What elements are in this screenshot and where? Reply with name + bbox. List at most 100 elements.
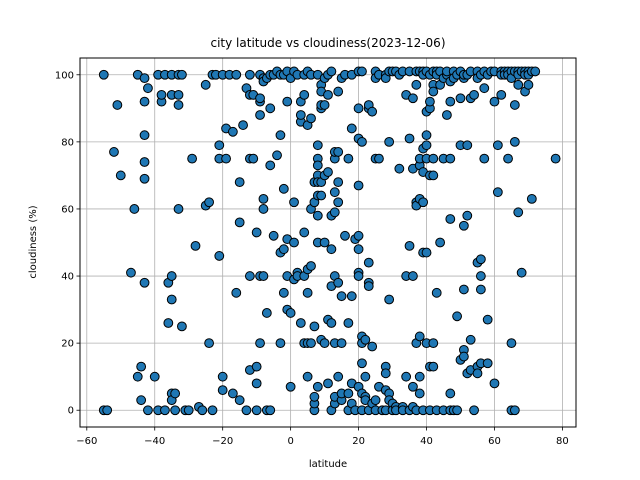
data-point: [428, 361, 439, 372]
data-point: [204, 338, 214, 349]
data-point: [333, 86, 344, 97]
data-point: [139, 157, 150, 167]
data-point: [431, 287, 442, 298]
data-point: [109, 147, 119, 157]
data-point: [234, 217, 245, 228]
x-tick-label: −40: [144, 436, 165, 447]
data-point: [312, 160, 323, 171]
data-point: [509, 100, 520, 110]
data-point: [234, 177, 245, 188]
data-point: [435, 237, 446, 248]
data-point: [363, 281, 374, 292]
data-point: [197, 405, 208, 416]
data-point: [401, 371, 412, 382]
x-tick-label: −20: [212, 436, 233, 447]
data-points: [98, 66, 561, 416]
data-point: [445, 214, 456, 224]
data-point: [445, 388, 456, 399]
data-point: [319, 338, 330, 349]
data-point: [357, 358, 367, 369]
data-point: [353, 230, 364, 241]
data-point: [149, 371, 160, 382]
data-point: [323, 90, 333, 100]
data-point: [312, 140, 323, 151]
data-point: [234, 395, 245, 406]
axis-ticks: −60 −40 −20 0 20 40 60 80 0 20 40 60 80 100: [55, 70, 569, 447]
data-point: [550, 153, 561, 164]
data-point: [360, 371, 371, 382]
data-point: [408, 381, 418, 392]
data-point: [513, 79, 524, 90]
x-axis-label: latitude: [309, 459, 347, 470]
data-point: [278, 287, 289, 298]
data-point: [462, 140, 473, 151]
data-point: [251, 378, 262, 389]
data-point: [221, 153, 231, 164]
data-point: [190, 240, 201, 251]
data-point: [136, 395, 147, 406]
data-point: [357, 136, 367, 147]
data-point: [204, 197, 214, 208]
data-point: [248, 153, 259, 164]
data-point: [139, 130, 150, 141]
data-point: [336, 291, 347, 302]
data-point: [428, 170, 439, 181]
data-point: [227, 388, 238, 399]
data-point: [479, 153, 490, 164]
y-axis-label: cloudiness (%): [28, 205, 39, 278]
data-point: [353, 103, 364, 114]
data-point: [302, 371, 313, 382]
data-point: [255, 110, 265, 120]
data-point: [452, 405, 462, 416]
y-tick-label: 80: [61, 137, 74, 148]
data-point: [421, 130, 432, 141]
data-point: [492, 140, 503, 151]
data-point: [343, 318, 354, 328]
data-point: [326, 318, 337, 328]
data-point: [312, 210, 323, 221]
data-point: [299, 227, 310, 238]
data-point: [458, 351, 469, 362]
data-point: [421, 140, 432, 151]
data-point: [200, 79, 211, 90]
y-tick-label: 20: [61, 339, 74, 350]
data-point: [492, 187, 503, 198]
data-point: [217, 385, 228, 396]
data-point: [214, 251, 225, 261]
data-point: [346, 291, 357, 302]
y-tick-label: 100: [55, 70, 74, 81]
data-point: [333, 147, 344, 157]
data-point: [160, 405, 170, 416]
data-point: [255, 93, 265, 104]
data-point: [414, 331, 425, 342]
data-point: [217, 371, 228, 382]
x-tick-label: 20: [352, 436, 365, 447]
data-point: [285, 308, 296, 318]
data-point: [370, 395, 381, 406]
data-point: [526, 193, 537, 204]
data-point: [326, 244, 337, 255]
data-point: [102, 405, 113, 416]
data-point: [261, 308, 272, 318]
data-point: [414, 388, 425, 399]
data-point: [367, 341, 378, 352]
data-point: [329, 187, 340, 198]
data-point: [244, 69, 255, 80]
data-point: [367, 106, 378, 117]
data-point: [156, 90, 167, 100]
data-point: [353, 244, 364, 255]
data-point: [323, 378, 333, 389]
data-point: [139, 173, 150, 184]
plot-frame: [79, 57, 577, 428]
data-point: [170, 388, 181, 399]
data-point: [265, 405, 276, 416]
data-point: [302, 287, 313, 298]
chart-title: city latitude vs cloudiness(2023-12-06): [211, 36, 446, 50]
data-point: [126, 267, 136, 278]
data-point: [241, 405, 252, 416]
data-point: [503, 153, 513, 164]
data-point: [166, 294, 177, 305]
data-point: [173, 90, 184, 100]
data-point: [418, 197, 429, 208]
